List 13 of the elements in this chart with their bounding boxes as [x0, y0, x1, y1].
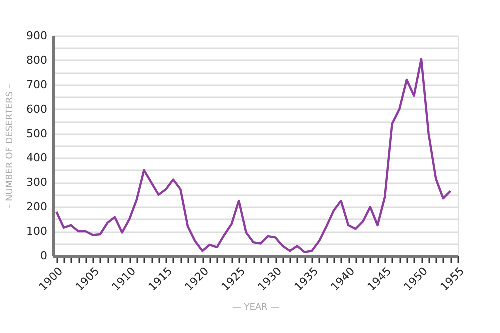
- y-tick-label: 800: [26, 54, 48, 67]
- y-tick-label: 900: [26, 30, 48, 42]
- y-tick-label: 700: [26, 78, 48, 92]
- y-tick-label: 600: [26, 102, 48, 116]
- y-tick-label: 200: [26, 200, 48, 214]
- y-tick-label: 500: [26, 127, 48, 140]
- x-axis-title: — YEAR —: [232, 303, 280, 314]
- y-tick-label: 300: [26, 176, 48, 190]
- y-tick-label: 100: [26, 225, 48, 238]
- y-tick-label: 400: [26, 152, 48, 165]
- y-axis-title: – NUMBER OF DESERTERS –: [6, 84, 16, 209]
- y-tick-label: 0: [40, 250, 48, 262]
- line-series: [56, 58, 452, 254]
